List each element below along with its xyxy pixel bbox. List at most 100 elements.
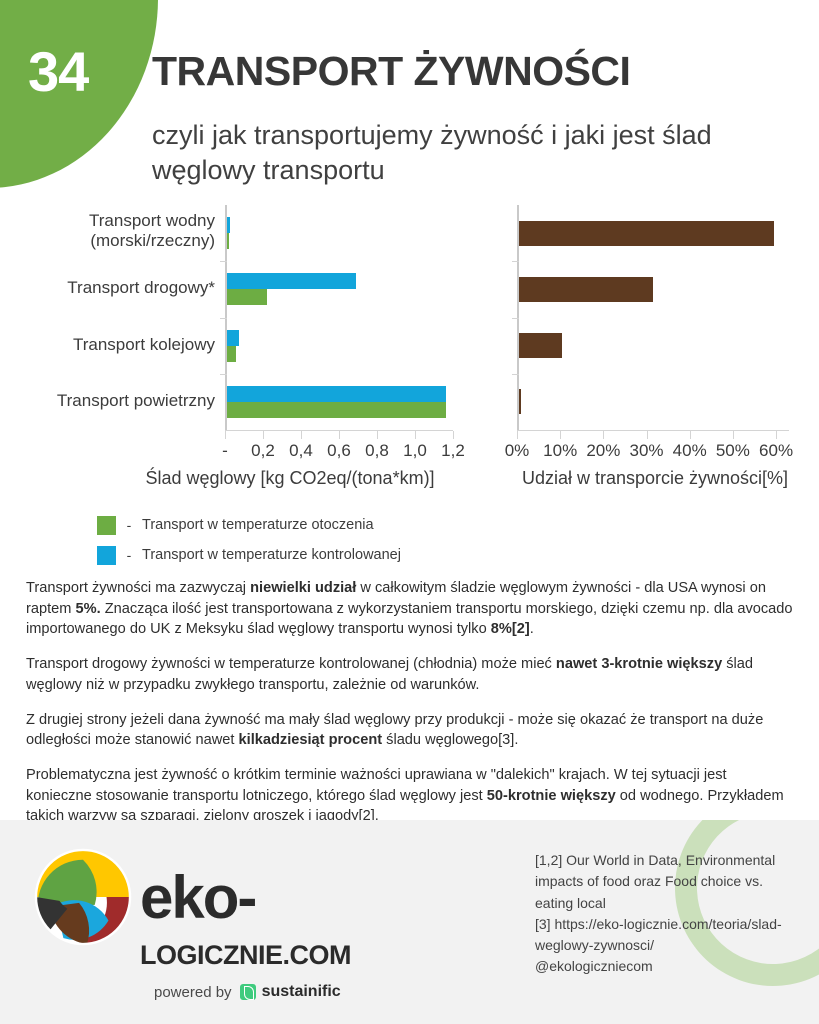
category-label: Transport drogowy* bbox=[67, 278, 215, 298]
axis-tick bbox=[263, 431, 264, 439]
powered-by-row: powered by sustainific bbox=[154, 983, 384, 1001]
axis-tick bbox=[220, 317, 227, 319]
axis-tick bbox=[220, 373, 227, 375]
plain-text: śladu węglowego[3]. bbox=[382, 732, 519, 749]
article-body: Transport żywności ma zazwyczaj niewielk… bbox=[26, 578, 796, 841]
axis-tick bbox=[560, 431, 562, 439]
legend-label: Transport w temperaturze kontrolowanej bbox=[142, 547, 401, 563]
transport-share-chart: 0% 10% 20% 30% 40% 50% 60% Udział w transporci… bbox=[495, 205, 819, 490]
x-tick-label: 50% bbox=[715, 441, 750, 460]
category-label: Transport kolejowy bbox=[72, 334, 215, 354]
axis-tick bbox=[732, 431, 734, 439]
logo-domain: LOGICZNIE.COM bbox=[140, 940, 352, 970]
badge-number: 34 bbox=[28, 40, 89, 103]
axis-tick bbox=[225, 431, 226, 439]
axis-tick bbox=[646, 431, 648, 439]
emphasis-text: 5%. bbox=[75, 600, 101, 617]
powered-by-label: powered by bbox=[154, 983, 232, 1001]
x-tick-label: 20% bbox=[586, 441, 621, 460]
x-tick-label: 0,4 bbox=[289, 441, 313, 460]
plain-text: ślad węglowy niż w przypadku zwykłego tr… bbox=[26, 656, 754, 693]
body-paragraph: Problematyczna jest żywność o krótkim te… bbox=[26, 765, 796, 827]
x-tick-label: 40% bbox=[672, 441, 707, 460]
legend-item: - Transport w temperaturze otoczenia bbox=[97, 510, 527, 540]
transport-share-plot-area bbox=[512, 205, 789, 430]
sustainific-name: sustainific bbox=[261, 983, 341, 1000]
bar bbox=[519, 389, 521, 415]
bar bbox=[227, 273, 357, 290]
axis-tick bbox=[377, 431, 378, 439]
eko-logicznie-logo[interactable]: eko- LOGICZNIE.COM powered by sustainifi… bbox=[34, 848, 384, 1001]
x-tick-label: 1,2 bbox=[441, 441, 465, 460]
bar bbox=[227, 289, 267, 306]
plain-text: Z drugiej strony jeżeli dana żywność ma … bbox=[26, 711, 764, 749]
bar bbox=[519, 333, 563, 359]
legend-swatch bbox=[97, 545, 116, 565]
category-label: Transport wodny (morski/rzeczny) bbox=[89, 211, 215, 251]
x-tick-label: 0,8 bbox=[365, 441, 389, 460]
plain-text: Problematyczna jest żywność o krótkim te… bbox=[26, 767, 727, 804]
axis-tick bbox=[517, 431, 518, 439]
plain-text: Transport drogowy żywności w temperaturz… bbox=[26, 656, 556, 673]
axis-tick bbox=[415, 431, 416, 439]
axis-tick bbox=[220, 261, 227, 263]
x-tick-label: 1,0 bbox=[403, 441, 427, 460]
axis-tick bbox=[689, 431, 691, 439]
carbon-footprint-chart: Transport wodny (morski/rzeczny) Transpor… bbox=[0, 205, 500, 490]
x-tick-label: 30% bbox=[629, 441, 664, 460]
logo-wordmark: eko- bbox=[140, 863, 257, 931]
axis-tick bbox=[512, 261, 519, 263]
category-label: Transport powietrzny bbox=[56, 390, 215, 410]
carbon-footprint-plot-area: Transport wodny (morski/rzeczny) Transpor… bbox=[57, 205, 453, 430]
plain-text: Transport żywności ma zazwyczaj bbox=[26, 580, 251, 596]
eko-logo-mark-icon bbox=[34, 848, 132, 946]
x-tick-label: 0% bbox=[504, 441, 530, 460]
axis-tick bbox=[603, 431, 605, 439]
chart-legend: - Transport w temperaturze otoczenia - Tran… bbox=[97, 510, 527, 570]
body-paragraph: Z drugiej strony jeżeli dana żywność ma … bbox=[26, 710, 796, 751]
axis-tick bbox=[301, 431, 302, 439]
plain-text: w całkowitym śladzie węglowym żywności -… bbox=[26, 580, 766, 617]
emphasis-text: 8%[2] bbox=[490, 621, 530, 638]
x-tick-label: 0,6 bbox=[327, 441, 351, 460]
body-paragraph: Transport żywności ma zazwyczaj niewielk… bbox=[26, 578, 796, 640]
axis-tick bbox=[512, 373, 519, 375]
axis-tick bbox=[776, 431, 778, 439]
transport-share-x-tick-labels: 0% 10% 20% 30% 40% 50% 60% bbox=[505, 439, 793, 463]
legend-label: Transport w temperaturze otoczenia bbox=[142, 517, 374, 533]
plain-text: Znacząca ilość jest transportowana z wyk… bbox=[26, 600, 793, 638]
body-paragraph: Transport drogowy żywności w temperaturz… bbox=[26, 654, 796, 695]
emphasis-text: kilkadziesiąt procent bbox=[238, 732, 383, 749]
axis-tick bbox=[512, 317, 519, 319]
charts-section: Transport wodny (morski/rzeczny) Transpor… bbox=[0, 205, 819, 535]
bar bbox=[227, 217, 231, 234]
emphasis-text: niewielki udział bbox=[250, 580, 357, 596]
carbon-footprint-x-tick-labels: - 0,2 0,4 0,6 0,8 1,0 1,2 bbox=[222, 439, 465, 463]
bar bbox=[519, 276, 653, 302]
page-title: TRANSPORT ŻYWNOŚCI bbox=[152, 48, 631, 94]
x-tick-label: - bbox=[222, 441, 228, 460]
page-subtitle: czyli jak transportujemy żywność i jaki … bbox=[152, 120, 712, 185]
bar bbox=[519, 220, 774, 246]
legend-dash: - bbox=[126, 547, 132, 563]
references: [1,2] Our World in Data, Environmental i… bbox=[535, 852, 782, 975]
page-footer: eko- LOGICZNIE.COM powered by sustainifi… bbox=[0, 820, 819, 1024]
page-header: 34 TRANSPORT ŻYWNOŚCI czyli jak transpor… bbox=[0, 0, 819, 205]
legend-item: - Transport w temperaturze kontrolowanej bbox=[97, 540, 527, 570]
bar bbox=[227, 329, 240, 346]
bar bbox=[227, 401, 446, 418]
axis-tick bbox=[339, 431, 340, 439]
transport-share-axis-title: Udział w transporcie żywności[%] bbox=[521, 468, 789, 488]
x-tick-label: 0,2 bbox=[251, 441, 275, 460]
axis-tick bbox=[453, 431, 454, 439]
bar bbox=[227, 385, 446, 402]
transport-share-x-axis bbox=[517, 430, 789, 439]
emphasis-text: nawet 3-krotnie większy bbox=[555, 656, 723, 673]
legend-dash: - bbox=[126, 517, 132, 533]
legend-swatch bbox=[97, 515, 116, 535]
sustainific-logo-icon bbox=[239, 984, 256, 1000]
bar bbox=[227, 345, 236, 362]
x-tick-label: 60% bbox=[759, 441, 794, 460]
plain-text: . bbox=[529, 621, 534, 638]
bar bbox=[227, 233, 229, 250]
